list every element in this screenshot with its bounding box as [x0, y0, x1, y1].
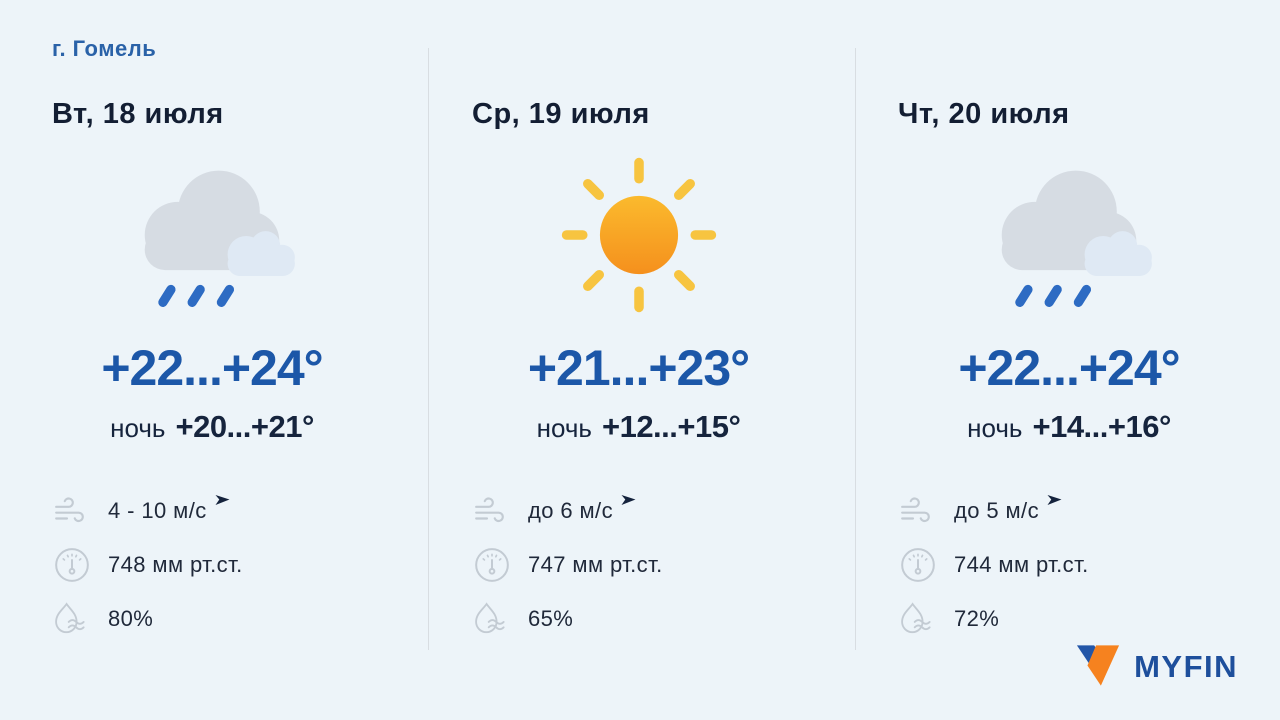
night-temperature-row: ночь +14...+16° [898, 409, 1240, 445]
wind-direction-arrow-icon [215, 493, 230, 511]
rain-cloud-icon [898, 157, 1240, 313]
wind-direction-arrow-icon [621, 493, 636, 511]
weather-details: до 6 м/с 747 мм рт.ст. 65% [472, 485, 805, 645]
night-label: ночь [536, 413, 592, 443]
myfin-brand: MYFIN [1075, 642, 1238, 692]
night-temperature-row: ночь +20...+21° [52, 409, 372, 445]
night-temperature: +20...+21° [175, 409, 314, 444]
column-divider [428, 48, 429, 650]
city-label: г. Гомель [52, 36, 157, 61]
pressure-value: 747 мм рт.ст. [528, 552, 663, 577]
humidity-row: 72% [898, 593, 1240, 645]
day-temperature: +22...+24° [958, 340, 1180, 396]
pressure-value: 748 мм рт.ст. [108, 552, 243, 577]
humidity-drop-icon [898, 599, 938, 639]
wind-value: до 5 м/с [954, 498, 1039, 523]
forecast-card-day1: Вт, 18 июля +22...+24° ночь +20...+21° 4 … [0, 64, 428, 647]
wind-value: 4 - 10 м/с [108, 498, 207, 523]
pressure-gauge-icon [472, 545, 512, 585]
night-label: ночь [967, 413, 1023, 443]
wind-value: до 6 м/с [528, 498, 613, 523]
pressure-gauge-icon [898, 545, 938, 585]
humidity-value: 80% [108, 606, 154, 631]
humidity-row: 65% [472, 593, 805, 645]
night-label: ночь [110, 413, 166, 443]
humidity-value: 65% [528, 606, 574, 631]
rain-cloud-icon [52, 157, 372, 313]
night-temperature-row: ночь +12...+15° [472, 409, 805, 445]
forecast-columns: Вт, 18 июля +22...+24° ночь +20...+21° 4 … [0, 64, 1280, 647]
humidity-drop-icon [52, 599, 92, 639]
humidity-row: 80% [52, 593, 372, 645]
wind-icon [898, 491, 938, 531]
weather-details: 4 - 10 м/с 748 мм рт.ст. 80% [52, 485, 372, 645]
wind-row: до 6 м/с [472, 485, 805, 537]
date-heading: Вт, 18 июля [52, 98, 224, 130]
wind-row: 4 - 10 м/с [52, 485, 372, 537]
wind-icon [52, 491, 92, 531]
pressure-row: 748 мм рт.ст. [52, 539, 372, 591]
weather-details: до 5 м/с 744 мм рт.ст. 72% [898, 485, 1240, 645]
column-divider [855, 48, 856, 650]
pressure-value: 744 мм рт.ст. [954, 552, 1089, 577]
date-heading: Чт, 20 июля [898, 98, 1070, 130]
night-temperature: +14...+16° [1032, 409, 1171, 444]
humidity-drop-icon [472, 599, 512, 639]
night-temperature: +12...+15° [601, 409, 741, 444]
sun-icon [472, 157, 805, 313]
pressure-row: 744 мм рт.ст. [898, 539, 1240, 591]
day-temperature: +22...+24° [101, 340, 323, 396]
forecast-card-day3: Чт, 20 июля +22...+24° ночь +14...+16° до… [855, 64, 1280, 647]
wind-row: до 5 м/с [898, 485, 1240, 537]
wind-icon [472, 491, 512, 531]
day-temperature: +21...+23° [527, 340, 750, 396]
humidity-value: 72% [954, 606, 1000, 631]
wind-direction-arrow-icon [1047, 493, 1062, 511]
forecast-card-day2: Ср, 19 июля +21...+23° ночь +12...+15° до… [428, 64, 855, 647]
myfin-brand-text: MYFIN [1134, 649, 1238, 684]
myfin-logo-icon [1075, 642, 1121, 692]
pressure-row: 747 мм рт.ст. [472, 539, 805, 591]
pressure-gauge-icon [52, 545, 92, 585]
date-heading: Ср, 19 июля [472, 98, 650, 130]
